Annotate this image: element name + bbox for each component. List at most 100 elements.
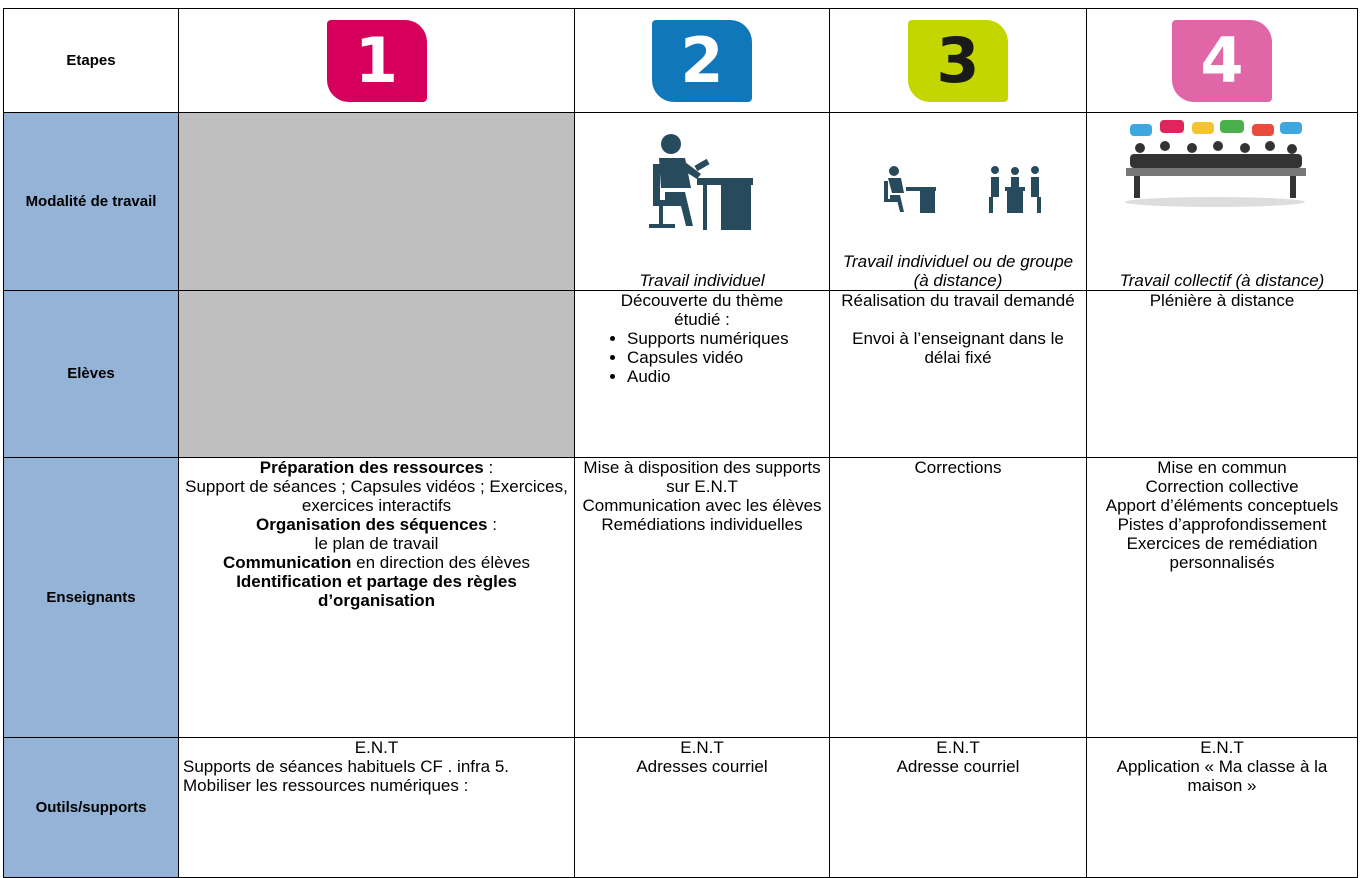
cell: Mise à disposition des supports sur E.N.… bbox=[574, 457, 830, 738]
cell: E.N.T Adresse courriel bbox=[829, 737, 1087, 878]
paragraph: Apport d’éléments conceptuels bbox=[1091, 496, 1353, 515]
paragraph: Pistes d’approfondissement bbox=[1091, 515, 1353, 534]
text-run: E.N.T bbox=[1200, 738, 1244, 758]
paragraph: E.N.T bbox=[1091, 738, 1353, 758]
step-cell: 1 bbox=[178, 8, 575, 113]
paragraph: E.N.T bbox=[834, 738, 1082, 758]
paragraph: Communication en direction des élèves bbox=[183, 553, 570, 572]
step-badge: 1 bbox=[326, 19, 427, 102]
list-item: Supports numériques bbox=[627, 329, 825, 348]
step-cell: 3 bbox=[829, 8, 1087, 113]
paragraph: Organisation des séquences : bbox=[183, 515, 570, 534]
cell: Plénière à distance bbox=[1086, 290, 1358, 458]
text-run: Découverte du thème étudié : bbox=[620, 291, 784, 330]
row-label: Modalité de travail bbox=[25, 192, 157, 210]
text-run: Communication avec les élèves bbox=[582, 496, 822, 515]
text-run: Envoi à l’enseignant dans le délai fixé bbox=[852, 329, 1064, 367]
text-run: le plan de travail bbox=[314, 534, 439, 553]
paragraph: Travail individuel ou de groupe (à dista… bbox=[834, 252, 1082, 290]
cell: Préparation des ressources : Support de s… bbox=[178, 457, 575, 738]
cell bbox=[178, 112, 575, 291]
row-label: Outils/supports bbox=[35, 798, 147, 816]
cell: E.N.T Supports de séances habituels CF . … bbox=[178, 737, 575, 878]
step-cell: 2 bbox=[574, 8, 830, 113]
paragraph: Préparation des ressources : bbox=[183, 458, 570, 478]
paragraph: Exercices de remédiation personnalisés bbox=[1091, 534, 1353, 572]
paragraph: Identification et partage des règles d’o… bbox=[183, 572, 570, 610]
text-run: Adresses courriel bbox=[636, 757, 768, 776]
paragraph: Plénière à distance bbox=[1091, 291, 1353, 311]
text-run: Pistes d’approfondissement bbox=[1117, 515, 1327, 534]
table-row: Modalité de travail Travail individuel Tra… bbox=[3, 112, 1358, 291]
paragraph: Adresse courriel bbox=[834, 757, 1082, 776]
step-badge: 4 bbox=[1172, 19, 1272, 102]
text-run: Préparation des ressources bbox=[259, 458, 484, 478]
text-run: Adresse courriel bbox=[896, 757, 1020, 776]
step-badge: 3 bbox=[908, 19, 1008, 102]
text-run: Apport d’éléments conceptuels bbox=[1105, 496, 1339, 515]
text-run: Remédiations individuelles bbox=[601, 515, 803, 534]
text-run: en direction des élèves bbox=[351, 553, 531, 572]
step-cell: 4 bbox=[1086, 8, 1358, 113]
icon-meeting bbox=[1125, 120, 1306, 207]
icon-individual bbox=[649, 134, 753, 230]
text-run: Communication bbox=[222, 553, 352, 572]
table-row: Enseignants Préparation des ressources :S… bbox=[3, 457, 1358, 738]
paragraph: Correction collective bbox=[1091, 477, 1353, 496]
text-run: Identification et partage des règles d’o… bbox=[236, 572, 517, 610]
row-label: Elèves bbox=[67, 365, 115, 382]
bullet-list: Supports numériquesCapsules vidéoAudio bbox=[579, 329, 825, 386]
paragraph: Mise en commun bbox=[1091, 458, 1353, 478]
cell: Corrections bbox=[829, 457, 1087, 738]
text-run: Corrections bbox=[914, 458, 1002, 478]
list-item: Audio bbox=[627, 367, 825, 386]
text-run: Exercices de remédiation personnalisés bbox=[1126, 534, 1318, 572]
text-run: Supports de séances habituels CF . infra… bbox=[183, 757, 510, 795]
step-badge: 2 bbox=[652, 19, 752, 102]
text-run: Mise à disposition des supports sur E.N.… bbox=[583, 458, 821, 497]
text-run: Travail collectif (à distance) bbox=[1119, 271, 1325, 290]
paragraph: Travail collectif (à distance) bbox=[1091, 271, 1353, 290]
table-row: Outils/supports E.N.T Supports de séances … bbox=[3, 737, 1358, 878]
row-label-cell: Elèves bbox=[3, 290, 179, 458]
paragraph: Envoi à l’enseignant dans le délai fixé bbox=[834, 329, 1082, 367]
paragraph: Adresses courriel bbox=[579, 757, 825, 776]
cell: E.N.T Application « Ma classe à la maison… bbox=[1086, 737, 1358, 878]
paragraph: Application « Ma classe à la maison » bbox=[1091, 757, 1353, 795]
page: Etapes 1 2 3 4 Modalité de travail Travail ind… bbox=[0, 0, 1361, 849]
text-run: : bbox=[483, 458, 494, 478]
paragraph: Remédiations individuelles bbox=[579, 515, 825, 534]
text-run: E.N.T bbox=[354, 738, 399, 758]
table-row: Elèves Découverte du thème étudié :Suppor… bbox=[3, 290, 1358, 458]
cell bbox=[178, 290, 575, 458]
header-row: Etapes 1 2 3 4 bbox=[3, 8, 1358, 113]
row-label-cell: Enseignants bbox=[3, 457, 179, 738]
paragraph: Mise à disposition des supports sur E.N.… bbox=[579, 458, 825, 497]
text-run: Support de séances ; Capsules vidéos ; E… bbox=[185, 477, 568, 515]
paragraph: Communication avec les élèves bbox=[579, 496, 825, 515]
cell: E.N.T Adresses courriel bbox=[574, 737, 830, 878]
paragraph: le plan de travail bbox=[183, 534, 570, 553]
paragraph: E.N.T bbox=[183, 738, 570, 758]
text-run: E.N.T bbox=[936, 738, 980, 758]
text-run: Réalisation du travail demandé bbox=[841, 291, 1075, 311]
cell: Travail individuel ou de groupe (à dista… bbox=[829, 112, 1087, 291]
paragraph: Réalisation du travail demandé bbox=[834, 291, 1082, 311]
text-run: Travail individuel bbox=[639, 271, 765, 290]
text-run: Application « Ma classe à la maison » bbox=[1116, 757, 1328, 795]
paragraph: Supports de séances habituels CF . infra… bbox=[183, 757, 570, 795]
text-run: E.N.T bbox=[680, 738, 724, 758]
paragraph: Corrections bbox=[834, 458, 1082, 478]
paragraph: Support de séances ; Capsules vidéos ; E… bbox=[183, 477, 570, 515]
text-run: : bbox=[487, 515, 497, 534]
list-item: Capsules vidéo bbox=[627, 348, 825, 367]
cell: Travail individuel bbox=[574, 112, 830, 291]
row-label: Enseignants bbox=[46, 588, 136, 606]
header-label-cell: Etapes bbox=[3, 8, 179, 113]
text-run: Mise en commun bbox=[1157, 458, 1287, 478]
paragraph: Travail individuel bbox=[579, 271, 825, 290]
paragraph: E.N.T bbox=[579, 738, 825, 758]
cell: Mise en commun Correction collective Appor… bbox=[1086, 457, 1358, 738]
cell: Réalisation du travail demandé Envoi à l’… bbox=[829, 290, 1087, 458]
text-run: Plénière à distance bbox=[1149, 291, 1295, 311]
